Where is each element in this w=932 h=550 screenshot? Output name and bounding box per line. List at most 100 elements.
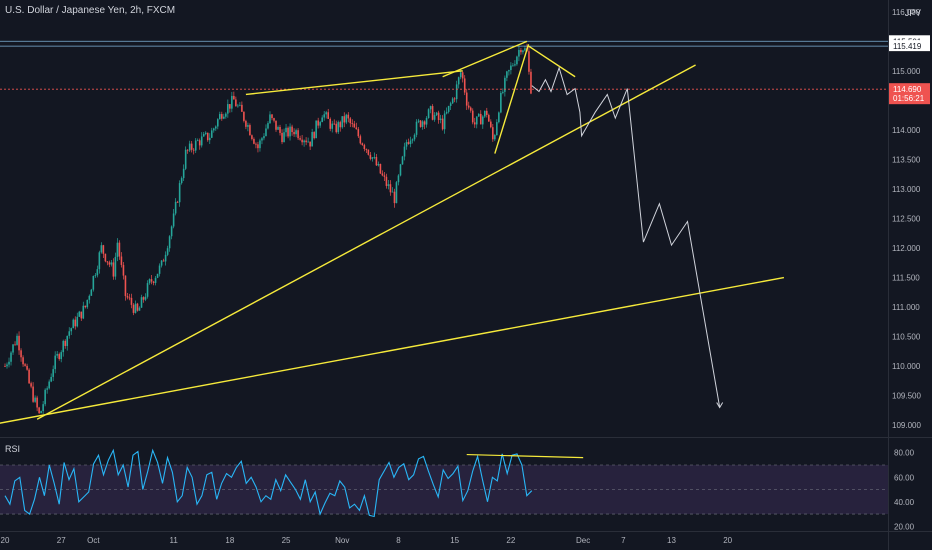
candle-up bbox=[164, 254, 167, 262]
candle-down bbox=[431, 106, 434, 120]
candle-up bbox=[216, 119, 219, 127]
candle-up bbox=[116, 242, 119, 257]
candle-up bbox=[315, 120, 317, 139]
candle-down bbox=[317, 120, 319, 126]
time-tick-label: Nov bbox=[335, 536, 349, 545]
candle-up bbox=[504, 77, 506, 92]
candle-down bbox=[104, 253, 107, 262]
candle-down bbox=[26, 365, 28, 370]
candle-down bbox=[463, 78, 466, 93]
candle-down bbox=[84, 305, 87, 308]
candle-up bbox=[425, 118, 428, 125]
candle-down bbox=[142, 297, 145, 300]
time-tick-label: 20 bbox=[723, 536, 732, 545]
candle-up bbox=[231, 95, 233, 109]
candle-down bbox=[299, 138, 301, 140]
price-tick-label: 110.000 bbox=[892, 362, 921, 371]
candle-up bbox=[214, 126, 217, 129]
candle-up bbox=[289, 126, 291, 137]
candle-down bbox=[122, 264, 125, 276]
candle-down bbox=[192, 149, 195, 151]
candle-up bbox=[399, 164, 402, 176]
candle-up bbox=[481, 116, 484, 125]
candle-down bbox=[150, 279, 153, 282]
candle-down bbox=[528, 51, 530, 72]
candle-up bbox=[295, 130, 297, 135]
candle-up bbox=[269, 114, 271, 124]
candle-down bbox=[385, 176, 388, 186]
candle-down bbox=[80, 311, 83, 319]
trendline[interactable] bbox=[245, 70, 463, 96]
candle-down bbox=[333, 123, 336, 125]
candle-up bbox=[144, 296, 147, 300]
candle-up bbox=[98, 252, 101, 270]
candle-down bbox=[369, 154, 372, 159]
candle-down bbox=[349, 118, 352, 124]
candle-up bbox=[522, 50, 524, 53]
candle-up bbox=[210, 130, 213, 138]
candle-down bbox=[335, 123, 338, 133]
candle-up bbox=[391, 191, 394, 193]
candles-group bbox=[4, 43, 532, 415]
candle-down bbox=[347, 114, 350, 119]
candle-up bbox=[56, 354, 58, 356]
candle-up bbox=[146, 283, 149, 297]
candle-down bbox=[36, 397, 38, 408]
candle-down bbox=[24, 364, 26, 366]
candle-down bbox=[245, 120, 247, 127]
candle-up bbox=[68, 331, 71, 336]
candle-up bbox=[76, 316, 79, 327]
trendline[interactable] bbox=[494, 44, 530, 154]
candle-up bbox=[48, 381, 50, 389]
trendline[interactable] bbox=[442, 40, 528, 78]
candle-up bbox=[100, 245, 103, 253]
trendline[interactable] bbox=[0, 276, 785, 426]
candle-down bbox=[441, 118, 444, 130]
bar-countdown-label: 01:56:21 bbox=[893, 94, 925, 103]
candle-up bbox=[373, 156, 376, 158]
candle-up bbox=[405, 142, 408, 147]
time-tick-label: Oct bbox=[87, 536, 100, 545]
price-tick-label: 111.500 bbox=[892, 274, 920, 283]
time-tick-label: 27 bbox=[57, 536, 66, 545]
candle-down bbox=[479, 113, 482, 125]
candle-up bbox=[110, 262, 113, 265]
candle-up bbox=[239, 104, 241, 106]
time-tick-label: 11 bbox=[169, 536, 178, 545]
candle-up bbox=[170, 226, 173, 237]
projection-path[interactable] bbox=[531, 66, 721, 408]
candle-down bbox=[297, 130, 299, 139]
candle-down bbox=[393, 191, 396, 204]
candle-down bbox=[365, 149, 368, 150]
candle-up bbox=[10, 352, 12, 362]
candle-down bbox=[22, 357, 24, 365]
candle-down bbox=[58, 354, 61, 360]
symbol-title[interactable]: U.S. Dollar / Japanese Yen, 2h, FXCM bbox=[5, 5, 176, 16]
candle-up bbox=[409, 140, 412, 145]
candle-down bbox=[30, 383, 32, 387]
current-price-label: 114.690 bbox=[893, 85, 922, 94]
candle-down bbox=[112, 262, 115, 277]
candle-down bbox=[241, 104, 243, 112]
candle-up bbox=[54, 355, 56, 370]
candle-up bbox=[516, 56, 518, 65]
candle-down bbox=[351, 123, 354, 125]
candle-down bbox=[339, 122, 342, 128]
trendline[interactable] bbox=[528, 45, 576, 78]
candle-up bbox=[443, 113, 446, 130]
rsi-indicator-label[interactable]: RSI bbox=[5, 444, 21, 454]
candle-up bbox=[415, 121, 418, 135]
candle-down bbox=[357, 129, 360, 137]
rsi-divergence-line[interactable] bbox=[466, 453, 584, 459]
candle-up bbox=[449, 103, 452, 106]
candle-up bbox=[267, 123, 269, 129]
price-tick-label: 109.500 bbox=[892, 392, 921, 401]
candle-down bbox=[343, 116, 346, 123]
trendline[interactable] bbox=[36, 64, 696, 420]
horizontal-level-tag bbox=[889, 40, 930, 52]
candle-up bbox=[337, 122, 340, 133]
candle-up bbox=[42, 404, 44, 412]
candle-down bbox=[407, 142, 410, 145]
